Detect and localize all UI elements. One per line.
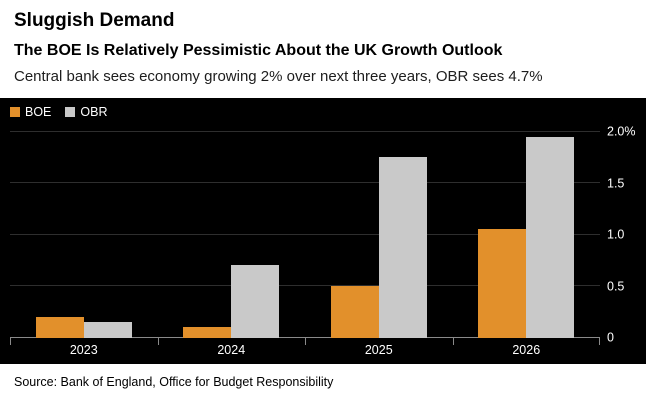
- x-axis-label: 2026: [512, 342, 541, 357]
- legend-item-obr: OBR: [65, 104, 108, 119]
- bar-group-2024: [158, 132, 306, 338]
- y-axis: 0 0.5 1.0 1.5 2.0%: [602, 125, 646, 343]
- bar-obr-2023: [83, 322, 132, 338]
- bar-group-2026: [453, 132, 601, 338]
- axis-tick: [452, 337, 454, 345]
- source-note: Source: Bank of England, Office for Budg…: [14, 374, 334, 389]
- bar-boe-2023: [35, 316, 84, 338]
- y-axis-label: 0.5: [607, 278, 625, 293]
- axis-tick: [10, 337, 11, 345]
- axis-tick: [305, 337, 306, 345]
- gridline: [10, 233, 600, 235]
- bar-obr-2024: [231, 265, 280, 338]
- chart-header: Sluggish Demand The BOE Is Relatively Pe…: [0, 0, 646, 91]
- bar-boe-2026: [478, 229, 527, 338]
- legend-swatch-obr: [65, 106, 76, 117]
- x-axis-label: 2025: [364, 342, 393, 357]
- legend-item-boe: BOE: [10, 105, 51, 119]
- legend-label: OBR: [80, 104, 108, 119]
- y-axis-label: 1.0: [607, 227, 625, 242]
- x-axis-label: 2023: [69, 342, 98, 357]
- bar-obr-2026: [526, 136, 575, 338]
- x-axis-label: 2024: [217, 342, 246, 357]
- x-axis: 2023 2024 2025 2026: [10, 343, 600, 359]
- gridline: [10, 285, 600, 286]
- gridline: [10, 182, 600, 183]
- y-axis-label: 1.5: [607, 175, 625, 190]
- chart-kicker: Sluggish Demand: [14, 10, 175, 31]
- bar-group-2023: [10, 132, 158, 338]
- y-axis-label: 0: [607, 330, 614, 345]
- chart-title: The BOE Is Relatively Pessimistic About …: [14, 42, 503, 59]
- chart-legend: BOE OBR: [10, 105, 108, 119]
- gridline: [10, 130, 600, 132]
- axis-tick: [599, 337, 600, 345]
- legend-label: BOE: [25, 104, 52, 119]
- bar-obr-2025: [378, 157, 427, 338]
- bar-boe-2025: [330, 286, 379, 338]
- chart-subtitle: Central bank sees economy growing 2% ove…: [14, 68, 543, 85]
- baseline: [10, 336, 600, 338]
- legend-swatch-boe: [10, 106, 20, 117]
- axis-tick: [157, 337, 159, 345]
- chart-footer: Source: Bank of England, Office for Budg…: [0, 364, 646, 400]
- y-axis-label: 2.0%: [607, 124, 636, 139]
- plot-area: [10, 130, 601, 345]
- bar-group-2025: [305, 132, 453, 338]
- chart-panel: BOE OBR 0 0.5 1.0 1.5 2.0% 2023 2024 2025 2026: [0, 97, 646, 364]
- bar-boe-2024: [183, 327, 232, 338]
